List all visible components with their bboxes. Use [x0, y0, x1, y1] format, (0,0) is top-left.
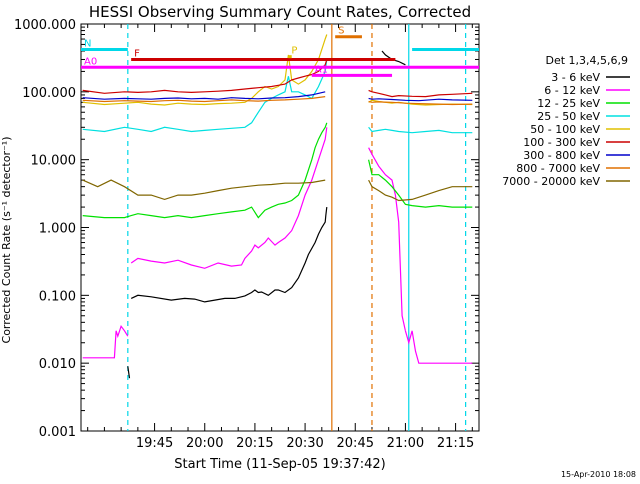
y-tick-label: 100.000	[22, 86, 76, 101]
x-tick-label: 20:00	[186, 436, 223, 451]
series-line	[82, 59, 328, 94]
series-line	[368, 100, 473, 106]
series-line	[82, 59, 328, 133]
legend-label: 800 - 7000 keV	[516, 162, 600, 175]
series-line	[82, 122, 328, 219]
series-line	[82, 91, 326, 100]
series-line	[368, 147, 406, 331]
x-tick-label: 19:45	[136, 436, 173, 451]
series-line	[82, 34, 328, 106]
flag-label: N	[84, 39, 91, 50]
flag-label: F	[134, 48, 140, 59]
y-axis-label: Corrected Count Rate (s⁻¹ detector⁻¹)	[0, 137, 13, 344]
legend-label: 50 - 100 keV	[530, 123, 600, 136]
footer-date: 15-Apr-2010 18:08	[561, 470, 636, 479]
series-line	[368, 97, 473, 102]
series-line	[82, 96, 326, 103]
legend-title: Det 1,3,4,5,6,9	[545, 54, 628, 67]
series-line	[130, 207, 328, 303]
flag-label: P	[291, 46, 297, 57]
series-line	[381, 50, 406, 66]
legend-label: 12 - 25 keV	[537, 97, 600, 110]
legend-label: 25 - 50 keV	[537, 110, 600, 123]
y-tick-label: 10.000	[31, 154, 77, 169]
y-tick-label: 0.001	[39, 425, 76, 440]
x-tick-label: 20:15	[236, 436, 273, 451]
flag-label: A1	[315, 64, 328, 75]
chart-title: HESSI Observing Summary Count Rates, Cor…	[89, 3, 471, 21]
series-line	[82, 179, 326, 201]
series-line	[368, 126, 473, 134]
y-tick-label: 0.010	[39, 357, 76, 372]
legend-label: 3 - 6 keV	[551, 71, 600, 84]
series-line	[368, 179, 473, 202]
y-tick-label: 0.100	[39, 289, 76, 304]
series-line	[404, 330, 473, 364]
x-tick-label: 21:00	[387, 436, 424, 451]
legend-label: 100 - 300 keV	[523, 136, 600, 149]
legend-label: 300 - 800 keV	[523, 149, 600, 162]
x-tick-label: 20:30	[286, 436, 323, 451]
series-line	[368, 89, 473, 98]
y-tick-label: 1000.000	[14, 18, 76, 33]
x-axis-label: Start Time (11-Sep-05 19:37:42)	[174, 457, 385, 472]
series-line	[368, 159, 473, 208]
legend-label: 7000 - 20000 keV	[502, 175, 600, 188]
series-line	[130, 127, 328, 269]
flag-label: S	[338, 26, 344, 37]
x-tick-label: 21:15	[437, 436, 474, 451]
series-line	[127, 366, 131, 379]
x-tick-label: 20:45	[337, 436, 374, 451]
series-line	[82, 325, 129, 359]
legend-label: 6 - 12 keV	[544, 84, 600, 97]
y-tick-label: 1.000	[39, 222, 76, 237]
flag-label: A0	[84, 56, 97, 67]
